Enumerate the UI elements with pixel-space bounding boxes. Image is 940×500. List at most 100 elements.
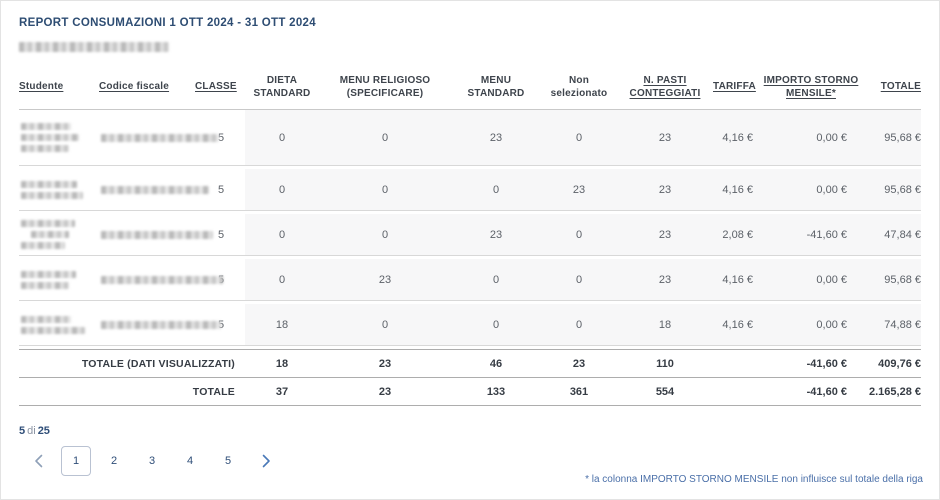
dieta-standard-value: 0 bbox=[278, 131, 286, 144]
menu-religioso-value: 23 bbox=[378, 273, 392, 286]
page-title: REPORT CONSUMAZIONI 1 OTT 2024 - 31 OTT … bbox=[19, 17, 316, 29]
page-button-2[interactable]: 2 bbox=[99, 446, 129, 476]
menu-religioso-total: 23 bbox=[378, 385, 392, 398]
totale-value: 95,68 € bbox=[884, 183, 921, 196]
codice-fiscale-redacted bbox=[99, 259, 223, 300]
page-count: 5 di 25 bbox=[19, 425, 921, 437]
page-button-1[interactable]: 1 bbox=[61, 446, 91, 476]
non-selezionato-value: 0 bbox=[575, 131, 583, 144]
next-page-button[interactable] bbox=[251, 446, 281, 476]
n-pasti-value: 23 bbox=[658, 183, 672, 196]
dieta-standard-value: 18 bbox=[275, 318, 289, 331]
menu-religioso-value: 0 bbox=[381, 131, 389, 144]
chevron-left-icon bbox=[34, 454, 43, 468]
dieta-standard-total: 37 bbox=[275, 385, 289, 398]
storno-footnote: * la colonna IMPORTO STORNO MENSILE non … bbox=[585, 474, 923, 485]
table-header-row: Studente Codice fiscale CLASSE DIETA STA… bbox=[19, 68, 921, 110]
n-pasti-value: 23 bbox=[658, 131, 672, 144]
column-header-codice-fiscale[interactable]: Codice fiscale bbox=[99, 81, 170, 93]
codice-fiscale-redacted bbox=[99, 304, 221, 345]
menu-standard-value: 23 bbox=[489, 131, 503, 144]
non-selezionato-value: 0 bbox=[575, 273, 583, 286]
table-row: 5 0 0 23 0 23 4,16 € 0,00 € 95,68 € bbox=[19, 110, 921, 166]
column-header-dieta-standard: DIETA STANDARD bbox=[253, 74, 311, 100]
studente-redacted bbox=[19, 214, 99, 255]
importo-storno-total: -41,60 € bbox=[806, 357, 847, 370]
tariffa-value: 4,16 € bbox=[722, 183, 753, 196]
column-header-non-selezionato: Non selezionato bbox=[550, 74, 608, 100]
non-selezionato-value: 0 bbox=[575, 228, 583, 241]
menu-standard-value: 23 bbox=[489, 228, 503, 241]
column-header-importo-storno[interactable]: IMPORTO STORNO MENSILE* bbox=[763, 74, 859, 100]
totale-value: 95,68 € bbox=[884, 131, 921, 144]
n-pasti-total: 110 bbox=[656, 357, 674, 370]
menu-standard-total: 46 bbox=[489, 357, 503, 370]
column-header-menu-standard: MENU STANDARD bbox=[467, 74, 525, 100]
importo-storno-value: -41,60 € bbox=[806, 228, 847, 241]
codice-fiscale-redacted bbox=[99, 214, 213, 255]
previous-page-button[interactable] bbox=[23, 446, 53, 476]
n-pasti-value: 23 bbox=[658, 228, 672, 241]
page-button-5[interactable]: 5 bbox=[213, 446, 243, 476]
column-header-tariffa[interactable]: TARIFFA bbox=[713, 81, 756, 93]
n-pasti-value: 18 bbox=[658, 318, 672, 331]
importo-storno-value: 0,00 € bbox=[816, 183, 847, 196]
chevron-right-icon bbox=[262, 454, 271, 468]
page-count-separator: di bbox=[27, 425, 36, 437]
totale-total: 2.165,28 € bbox=[869, 385, 921, 398]
table-row: 5 0 0 0 23 23 4,16 € 0,00 € 95,68 € bbox=[19, 169, 921, 211]
dieta-standard-total: 18 bbox=[275, 357, 289, 370]
column-header-menu-religioso: MENU RELIGIOSO (SPECIFICARE) bbox=[339, 74, 431, 100]
table-row: 5 0 23 0 0 23 4,16 € 0,00 € 95,68 € bbox=[19, 259, 921, 301]
n-pasti-value: 23 bbox=[658, 273, 672, 286]
column-header-studente[interactable]: Studente bbox=[19, 81, 64, 93]
column-header-totale[interactable]: TOTALE bbox=[880, 81, 921, 93]
importo-storno-value: 0,00 € bbox=[816, 318, 847, 331]
menu-standard-value: 0 bbox=[492, 183, 500, 196]
menu-standard-total: 133 bbox=[486, 385, 506, 398]
tariffa-value: 4,16 € bbox=[722, 131, 753, 144]
studente-redacted bbox=[19, 259, 99, 300]
studente-redacted bbox=[19, 304, 99, 345]
table-row: 5 0 0 23 0 23 2,08 € -41,60 € 47,84 € bbox=[19, 214, 921, 256]
non-selezionato-value: 0 bbox=[575, 318, 583, 331]
n-pasti-total: 554 bbox=[655, 385, 675, 398]
tariffa-value: 4,16 € bbox=[722, 273, 753, 286]
page-count-current: 5 bbox=[19, 425, 26, 437]
menu-religioso-value: 0 bbox=[381, 318, 389, 331]
column-header-n-pasti[interactable]: N. PASTI CONTEGGIATI bbox=[629, 74, 701, 100]
page-count-total: 25 bbox=[37, 425, 50, 437]
totale-value: 95,68 € bbox=[884, 273, 921, 286]
menu-religioso-value: 0 bbox=[381, 228, 389, 241]
codice-fiscale-redacted bbox=[99, 110, 219, 165]
totals-generale-label: TOTALE bbox=[192, 385, 235, 398]
totale-value: 74,88 € bbox=[884, 318, 921, 331]
codice-fiscale-redacted bbox=[99, 169, 209, 210]
page-button-3[interactable]: 3 bbox=[137, 446, 167, 476]
totals-row-visualizzati: TOTALE (DATI VISUALIZZATI) 18 23 46 23 1… bbox=[19, 349, 921, 377]
studente-redacted bbox=[19, 169, 99, 210]
non-selezionato-value: 23 bbox=[572, 183, 586, 196]
totale-total: 409,76 € bbox=[878, 357, 921, 370]
menu-standard-value: 0 bbox=[492, 318, 500, 331]
non-selezionato-total: 23 bbox=[572, 357, 586, 370]
page-button-4[interactable]: 4 bbox=[175, 446, 205, 476]
column-header-classe[interactable]: CLASSE bbox=[195, 81, 237, 93]
pagination: 1 2 3 4 5 bbox=[23, 446, 921, 476]
tariffa-value: 2,08 € bbox=[722, 228, 753, 241]
menu-standard-value: 0 bbox=[492, 273, 500, 286]
importo-storno-total: -41,60 € bbox=[806, 385, 847, 398]
dieta-standard-value: 0 bbox=[278, 183, 286, 196]
table-row: 5 18 0 0 0 18 4,16 € 0,00 € 74,88 € bbox=[19, 304, 921, 346]
menu-religioso-value: 0 bbox=[381, 183, 389, 196]
totals-row-generale: TOTALE 37 23 133 361 554 -41,60 € 2.165,… bbox=[19, 377, 921, 406]
tariffa-value: 4,16 € bbox=[722, 318, 753, 331]
totals-visualizzati-label: TOTALE (DATI VISUALIZZATI) bbox=[81, 357, 235, 370]
totale-value: 47,84 € bbox=[884, 228, 921, 241]
dieta-standard-value: 0 bbox=[278, 228, 286, 241]
studente-redacted bbox=[19, 110, 99, 165]
dieta-standard-value: 0 bbox=[278, 273, 286, 286]
school-name-redacted bbox=[19, 42, 169, 52]
consumption-table: Studente Codice fiscale CLASSE DIETA STA… bbox=[19, 68, 921, 406]
